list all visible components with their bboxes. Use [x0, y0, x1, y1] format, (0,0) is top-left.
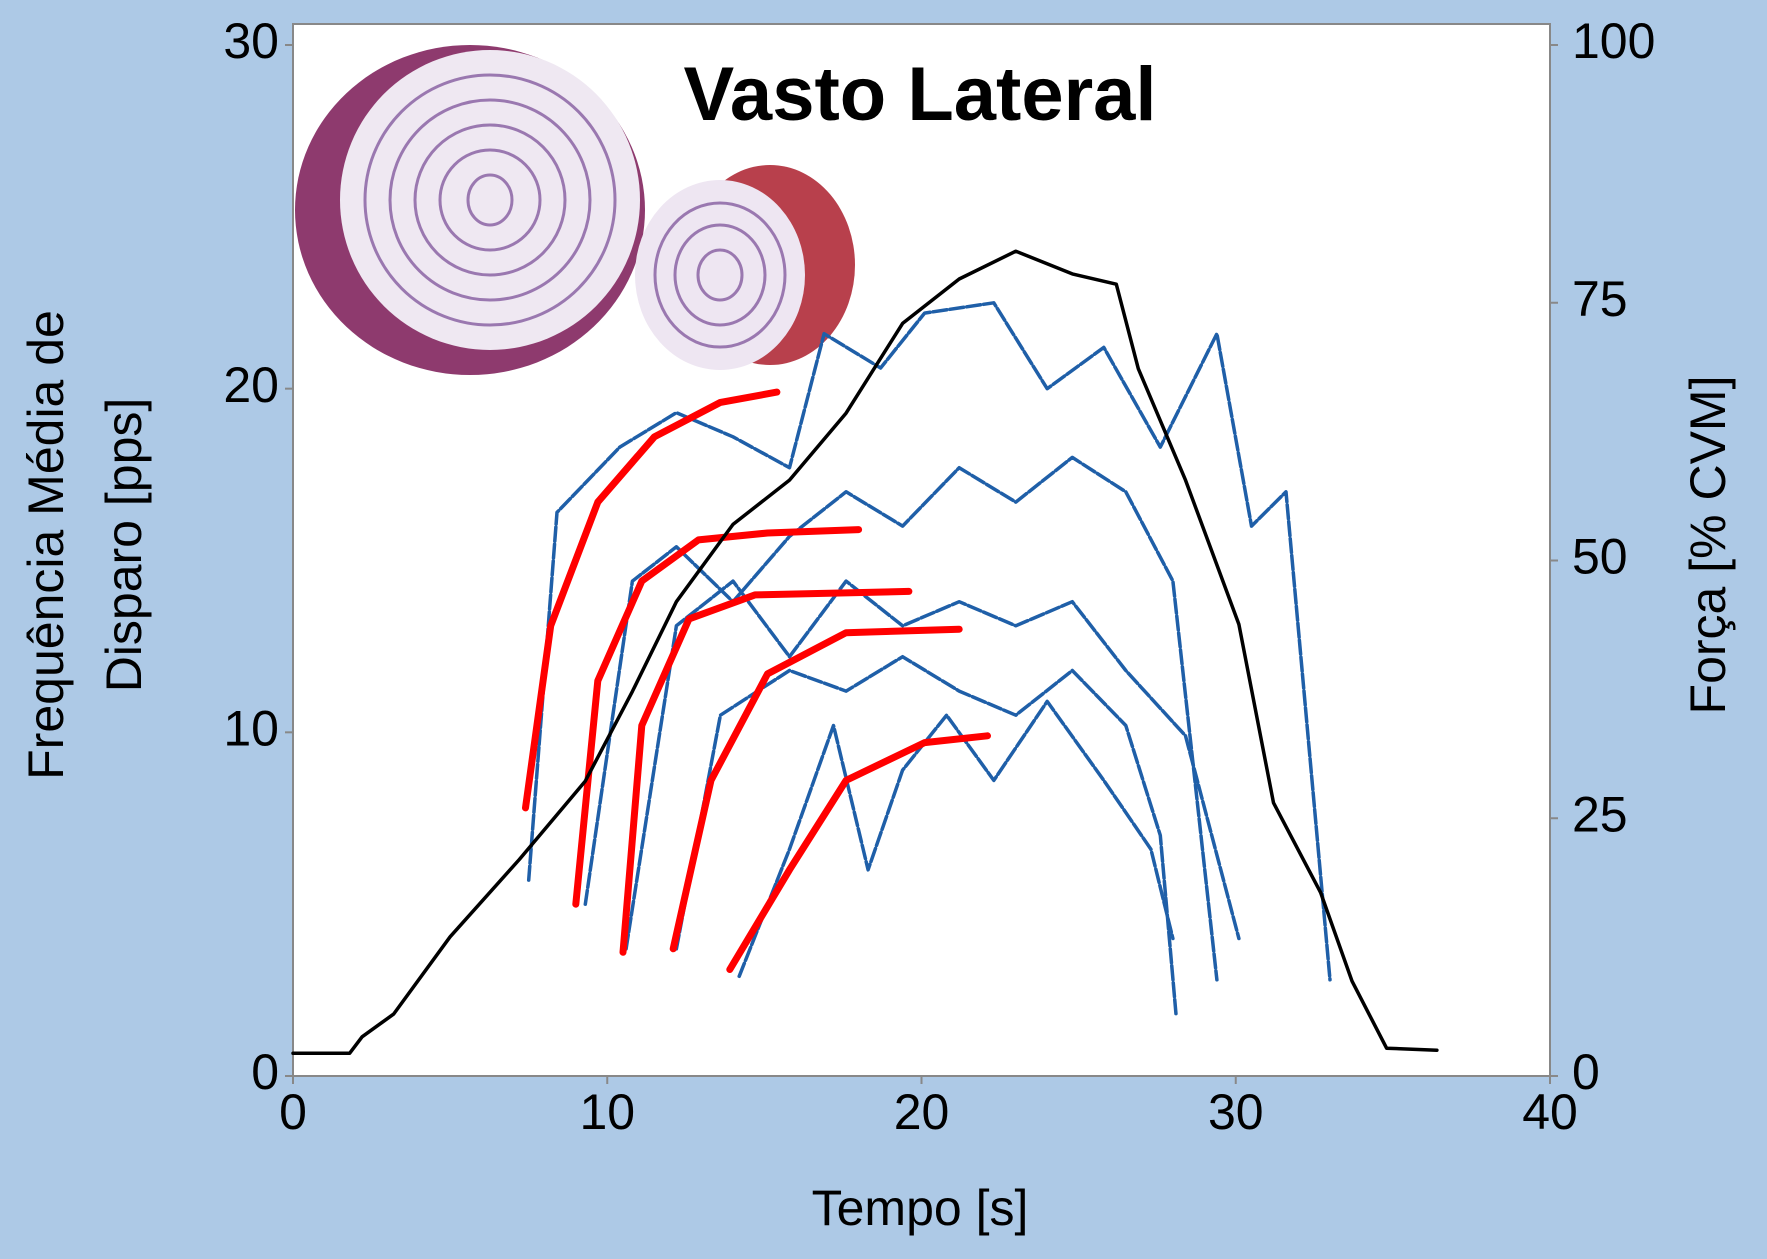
y2-tick-label: 75 [1572, 271, 1628, 327]
x-tick-label: 40 [1522, 1084, 1578, 1140]
y2-tick-label: 50 [1572, 529, 1628, 585]
x-tick-label: 0 [279, 1084, 307, 1140]
x-tick-label: 20 [894, 1084, 950, 1140]
chart: Vasto Lateral Tempo [s] Frequência Média… [0, 0, 1767, 1254]
y2-tick-label: 100 [1572, 13, 1655, 69]
y-tick-label: 0 [251, 1044, 279, 1100]
y2-tick-label: 25 [1572, 786, 1628, 842]
y-axis-title: Frequência Média de [18, 310, 74, 780]
x-tick-label: 30 [1208, 1084, 1264, 1140]
y-tick-label: 20 [223, 357, 279, 413]
page: Vasto Lateral Tempo [s] Frequência Média… [0, 0, 1767, 1259]
chart-title: Vasto Lateral [683, 52, 1156, 137]
y-tick-label: 10 [223, 701, 279, 757]
y-tick-label: 30 [223, 13, 279, 69]
y2-axis-title: Força [% CVM] [1680, 376, 1736, 715]
x-axis-title: Tempo [s] [812, 1180, 1029, 1236]
x-tick-label: 10 [579, 1084, 635, 1140]
y-axis-title: Disparo [pps] [96, 398, 152, 693]
